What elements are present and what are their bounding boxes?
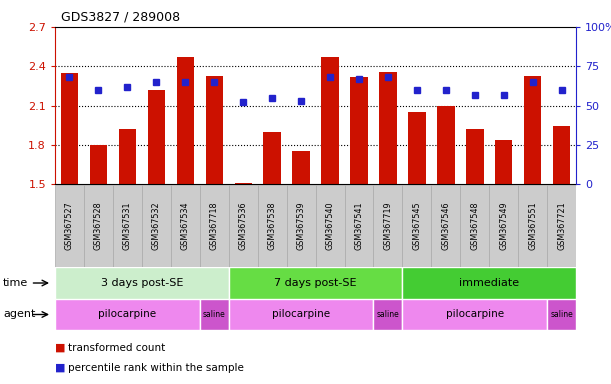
Text: GSM367532: GSM367532 xyxy=(152,202,161,250)
Bar xyxy=(431,185,460,267)
Text: 7 days post-SE: 7 days post-SE xyxy=(274,278,357,288)
Bar xyxy=(177,57,194,184)
Text: saline: saline xyxy=(376,310,400,319)
Bar xyxy=(293,151,310,184)
Bar xyxy=(460,185,489,267)
Text: pilocarpine: pilocarpine xyxy=(272,310,330,319)
Text: GSM367534: GSM367534 xyxy=(181,202,190,250)
Bar xyxy=(60,73,78,184)
Bar xyxy=(235,183,252,184)
Bar xyxy=(119,129,136,184)
Text: agent: agent xyxy=(3,310,35,319)
Text: GSM367536: GSM367536 xyxy=(239,202,247,250)
Bar xyxy=(316,185,345,267)
Text: GSM367546: GSM367546 xyxy=(441,202,450,250)
Text: time: time xyxy=(3,278,28,288)
Bar xyxy=(350,77,368,184)
Bar xyxy=(403,299,547,330)
Bar xyxy=(171,185,200,267)
Text: saline: saline xyxy=(203,310,225,319)
Bar xyxy=(403,185,431,267)
Text: GSM367548: GSM367548 xyxy=(470,202,480,250)
Bar xyxy=(229,185,258,267)
Bar xyxy=(373,299,403,330)
Bar xyxy=(90,145,107,184)
Bar xyxy=(495,139,513,184)
Text: GSM367528: GSM367528 xyxy=(94,202,103,250)
Bar xyxy=(200,299,229,330)
Text: GSM367527: GSM367527 xyxy=(65,202,74,250)
Bar xyxy=(373,185,403,267)
Bar xyxy=(55,185,84,267)
Bar xyxy=(524,76,541,184)
Text: GSM367721: GSM367721 xyxy=(557,202,566,250)
Bar xyxy=(229,299,373,330)
Bar xyxy=(287,185,315,267)
Text: GDS3827 / 289008: GDS3827 / 289008 xyxy=(61,10,180,23)
Text: GSM367551: GSM367551 xyxy=(529,202,537,250)
Text: GSM367545: GSM367545 xyxy=(412,202,422,250)
Bar xyxy=(113,185,142,267)
Text: ■: ■ xyxy=(55,343,65,353)
Text: GSM367531: GSM367531 xyxy=(123,202,132,250)
Text: transformed count: transformed count xyxy=(68,343,166,353)
Bar xyxy=(403,267,576,299)
Text: GSM367539: GSM367539 xyxy=(296,202,306,250)
Text: GSM367549: GSM367549 xyxy=(499,202,508,250)
Bar xyxy=(547,185,576,267)
Bar xyxy=(55,267,229,299)
Text: GSM367541: GSM367541 xyxy=(354,202,364,250)
Bar xyxy=(229,267,403,299)
Bar xyxy=(205,76,223,184)
Bar xyxy=(84,185,113,267)
Bar xyxy=(437,106,455,184)
Text: GSM367538: GSM367538 xyxy=(268,202,277,250)
Bar xyxy=(263,132,281,184)
Bar xyxy=(258,185,287,267)
Bar xyxy=(142,185,171,267)
Text: GSM367540: GSM367540 xyxy=(326,202,335,250)
Text: 3 days post-SE: 3 days post-SE xyxy=(101,278,183,288)
Bar xyxy=(408,112,426,184)
Bar xyxy=(466,129,483,184)
Text: GSM367718: GSM367718 xyxy=(210,202,219,250)
Bar xyxy=(345,185,373,267)
Text: pilocarpine: pilocarpine xyxy=(98,310,156,319)
Text: GSM367719: GSM367719 xyxy=(384,202,392,250)
Bar xyxy=(321,57,338,184)
Text: immediate: immediate xyxy=(459,278,519,288)
Bar xyxy=(200,185,229,267)
Bar xyxy=(553,126,571,184)
Bar xyxy=(547,299,576,330)
Bar xyxy=(148,90,165,184)
Bar xyxy=(489,185,518,267)
Bar xyxy=(55,299,200,330)
Bar xyxy=(379,72,397,184)
Text: percentile rank within the sample: percentile rank within the sample xyxy=(68,362,244,373)
Bar xyxy=(518,185,547,267)
Text: pilocarpine: pilocarpine xyxy=(446,310,504,319)
Text: saline: saline xyxy=(551,310,573,319)
Text: ■: ■ xyxy=(55,362,65,373)
